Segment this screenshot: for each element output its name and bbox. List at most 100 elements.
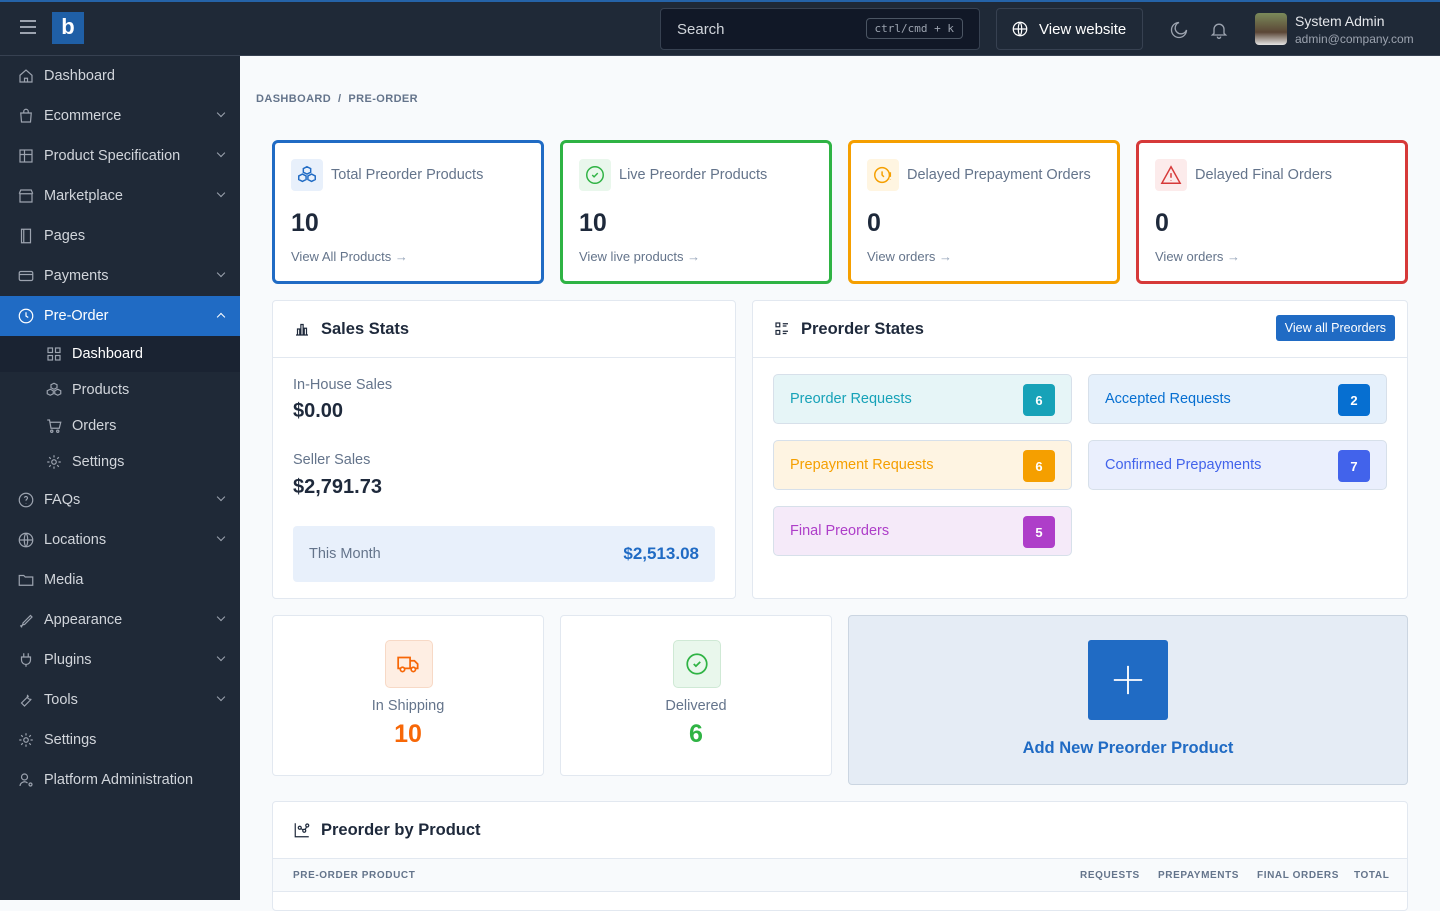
stat-value: 10 [579, 209, 607, 237]
stat-label: Live Preorder Products [619, 167, 768, 183]
stat-label: Delayed Prepayment Orders [907, 167, 1091, 183]
chart-dots-icon [294, 823, 310, 838]
cart-icon [47, 419, 62, 433]
menu-toggle-icon[interactable] [20, 20, 36, 34]
globe-icon [18, 532, 34, 548]
search-placeholder: Search [677, 21, 725, 38]
state-count-badge: 2 [1338, 384, 1370, 416]
stat-link-label: View All Products [291, 249, 392, 264]
avatar[interactable] [1255, 13, 1287, 45]
sidebar-item-pages[interactable]: Pages [0, 216, 240, 256]
column-header-total[interactable]: TOTAL [1354, 870, 1390, 881]
state-preorder-requests[interactable]: Preorder Requests 6 [773, 374, 1072, 424]
add-new-preorder-product-card[interactable]: Add New Preorder Product [848, 615, 1408, 785]
arrow-right-icon: → [394, 249, 408, 264]
stat-link-label: View orders [1155, 249, 1224, 264]
this-month-box: This Month $2,513.08 [293, 526, 715, 582]
breadcrumb-current: PRE-ORDER [348, 93, 418, 105]
preorder-by-product-card: Preorder by Product PRE-ORDER PRODUCT RE… [272, 801, 1408, 911]
breadcrumb: DASHBOARD / PRE-ORDER [256, 93, 418, 105]
list-details-icon [775, 322, 788, 335]
sidebar-item-pre-order[interactable]: Pre-Order [0, 296, 240, 336]
breadcrumb-dashboard[interactable]: DASHBOARD [256, 93, 332, 105]
gear-icon [19, 733, 33, 747]
stat-link[interactable]: View orders → [867, 249, 952, 264]
sidebar-item-label: Orders [72, 418, 117, 434]
column-header-final-orders[interactable]: FINAL ORDERS [1257, 870, 1340, 881]
chevron-icon [216, 692, 226, 702]
alert-triangle-icon [1160, 165, 1182, 184]
view-website-button[interactable]: View website [996, 8, 1143, 50]
sidebar-subitem-dashboard[interactable]: Dashboard [0, 336, 240, 372]
column-header-product[interactable]: PRE-ORDER PRODUCT [293, 870, 416, 881]
user-name[interactable]: System Admin [1295, 13, 1385, 29]
arrow-right-icon: → [687, 249, 701, 264]
state-accepted-requests[interactable]: Accepted Requests 2 [1088, 374, 1387, 424]
view-website-label: View website [1039, 20, 1127, 38]
in-shipping-card[interactable]: In Shipping 10 [272, 615, 544, 776]
state-label: Confirmed Prepayments [1105, 457, 1262, 473]
sidebar-item-marketplace[interactable]: Marketplace [0, 176, 240, 216]
column-header-prepayments[interactable]: PREPAYMENTS [1158, 870, 1240, 881]
globe-icon [1012, 21, 1028, 37]
gear-icon [47, 455, 61, 469]
state-count-badge: 6 [1023, 450, 1055, 482]
column-header-requests[interactable]: REQUESTS [1080, 870, 1140, 881]
sidebar-item-platform-administration[interactable]: Platform Administration [0, 760, 240, 800]
logo[interactable]: b [52, 12, 84, 44]
plug-icon [20, 653, 32, 667]
sidebar-item-product-specification[interactable]: Product Specification [0, 136, 240, 176]
bar-chart-icon [296, 323, 308, 336]
sidebar-item-ecommerce[interactable]: Ecommerce [0, 96, 240, 136]
sidebar-item-tools[interactable]: Tools [0, 680, 240, 720]
this-month-label: This Month [309, 546, 381, 562]
table-icon [19, 149, 33, 163]
plus-icon[interactable] [1088, 640, 1168, 720]
sidebar-item-locations[interactable]: Locations [0, 520, 240, 560]
moon-icon[interactable] [1169, 20, 1189, 40]
in-shipping-label: In Shipping [371, 698, 445, 714]
boxes-icon [46, 382, 62, 396]
sidebar-item-label: Marketplace [44, 188, 123, 204]
stat-card-delayed-prepayment-orders: Delayed Prepayment Orders 0 View orders … [848, 140, 1120, 284]
seller-value: $2,791.73 [293, 476, 382, 498]
state-prepayment-requests[interactable]: Prepayment Requests 6 [773, 440, 1072, 490]
stat-link[interactable]: View orders → [1155, 249, 1240, 264]
sidebar-item-media[interactable]: Media [0, 560, 240, 600]
delivered-label: Delivered [665, 698, 727, 714]
bell-icon[interactable] [1209, 20, 1229, 40]
stat-label: Total Preorder Products [331, 167, 484, 183]
preorder-states-title: Preorder States [801, 319, 924, 338]
stat-link[interactable]: View All Products → [291, 249, 408, 264]
sidebar-item-dashboard[interactable]: Dashboard [0, 56, 240, 96]
delivered-value: 6 [689, 720, 703, 748]
bag-icon [20, 108, 32, 123]
sidebar-item-label: Settings [44, 732, 97, 748]
sidebar-item-appearance[interactable]: Appearance [0, 600, 240, 640]
sidebar-subitem-settings[interactable]: Settings [0, 444, 240, 480]
view-all-preorders-button[interactable]: View all Preorders [1275, 315, 1395, 341]
user-email: admin@company.com [1295, 32, 1414, 46]
state-final-preorders[interactable]: Final Preorders 5 [773, 506, 1072, 556]
sidebar-item-label: Appearance [44, 612, 123, 628]
state-count-badge: 7 [1338, 450, 1370, 482]
home-icon [19, 69, 33, 83]
search-input[interactable]: Search ctrl/cmd + k [660, 8, 980, 50]
state-confirmed-prepayments[interactable]: Confirmed Prepayments 7 [1088, 440, 1387, 490]
sidebar-item-label: Locations [44, 532, 107, 548]
add-new-preorder-product-link[interactable]: Add New Preorder Product [1022, 739, 1234, 757]
state-label: Prepayment Requests [790, 457, 934, 473]
sidebar-item-settings[interactable]: Settings [0, 720, 240, 760]
sidebar-item-plugins[interactable]: Plugins [0, 640, 240, 680]
stat-card-delayed-final-orders: Delayed Final Orders 0 View orders → [1136, 140, 1408, 284]
truck-icon [397, 656, 419, 673]
stat-label: Delayed Final Orders [1195, 167, 1332, 183]
sidebar-item-payments[interactable]: Payments [0, 256, 240, 296]
stat-link[interactable]: View live products → [579, 249, 700, 264]
sidebar-item-faqs[interactable]: FAQs [0, 480, 240, 520]
stat-value: 0 [1155, 209, 1169, 237]
delivered-card[interactable]: Delivered 6 [560, 615, 832, 776]
sidebar-subitem-products[interactable]: Products [0, 372, 240, 408]
sidebar-subitem-orders[interactable]: Orders [0, 408, 240, 444]
sidebar-item-label: Dashboard [44, 68, 115, 84]
